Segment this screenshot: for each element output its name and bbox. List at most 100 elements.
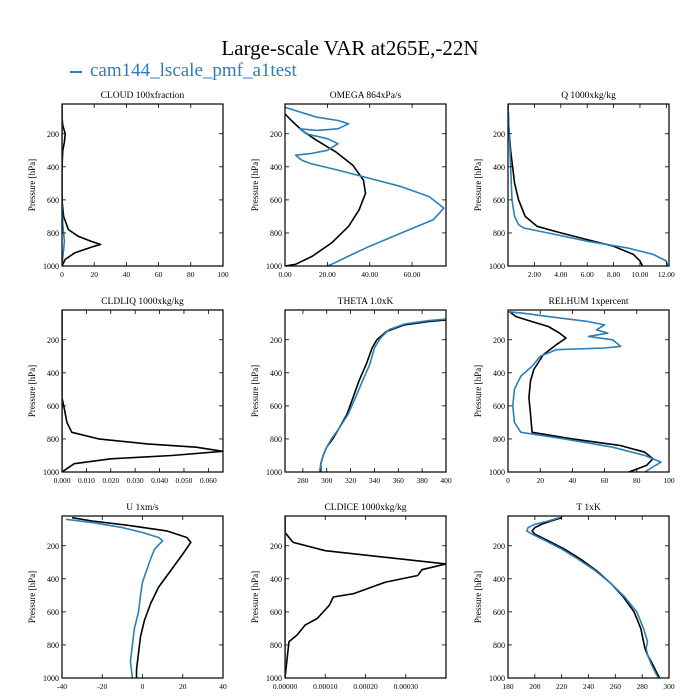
x-tick-label: 300 — [663, 682, 675, 691]
y-tick-label: 200 — [270, 130, 282, 139]
series-line-ref — [509, 311, 654, 472]
chart-panel: OMEGA 864xPa/s Pressure [hPa] 200 400 600 800… — [250, 91, 447, 279]
x-tick-label: 0.030 — [127, 476, 144, 485]
chart-panel: THETA 1.0xK Pressure [hPa] 200 400 600 800 100… — [250, 297, 452, 485]
panel-title: T 1xK — [576, 503, 601, 513]
x-tick-label: 20.00 — [319, 270, 336, 279]
y-tick-label: 200 — [270, 542, 282, 551]
x-tick-label: 280 — [297, 476, 309, 485]
y-tick-label: 1000 — [266, 674, 282, 683]
y-tick-label: 600 — [47, 608, 59, 617]
series-line-ref — [531, 516, 661, 678]
series-line-ref — [320, 319, 446, 472]
y-tick-label: 800 — [270, 435, 282, 444]
x-tick-label: 20 — [90, 270, 98, 279]
x-tick-label: 0 — [141, 682, 145, 691]
y-axis-label: Pressure [hPa] — [250, 159, 260, 211]
x-tick-label: 20 — [179, 682, 187, 691]
x-tick-label: 60.00 — [404, 270, 421, 279]
y-tick-label: 400 — [270, 575, 282, 584]
plot-frame — [507, 515, 670, 679]
x-tick-label: 4.00 — [554, 270, 567, 279]
y-axis-label: Pressure [hPa] — [27, 159, 37, 211]
x-tick-label: 400 — [440, 476, 452, 485]
y-tick-label: 800 — [270, 229, 282, 238]
y-axis-label: Pressure [hPa] — [473, 365, 483, 417]
x-tick-label: 0.00010 — [313, 682, 338, 691]
x-tick-label: 320 — [345, 476, 357, 485]
y-axis-label: Pressure [hPa] — [250, 571, 260, 623]
x-tick-label: 0.050 — [176, 476, 193, 485]
x-tick-label: 0.00 — [278, 270, 291, 279]
y-tick-label: 200 — [493, 130, 505, 139]
plot-frame — [61, 103, 224, 267]
series-line-test — [65, 518, 164, 678]
x-tick-label: 12.00 — [658, 270, 675, 279]
series-line-test — [285, 106, 445, 266]
x-tick-label: 6.00 — [581, 270, 594, 279]
figure-title: Large-scale VAR at265E,-22N — [221, 36, 479, 60]
y-tick-label: 200 — [493, 336, 505, 345]
y-axis-label: Pressure [hPa] — [27, 365, 37, 417]
legend-label: cam144_lscale_pmf_a1test — [90, 60, 297, 81]
series-line-ref — [62, 310, 223, 472]
y-tick-label: 400 — [47, 369, 59, 378]
x-tick-label: 0.010 — [78, 476, 95, 485]
x-tick-label: 8.00 — [607, 270, 620, 279]
x-tick-label: 60 — [155, 270, 163, 279]
x-tick-label: 280 — [637, 682, 649, 691]
series-line-ref — [62, 104, 102, 266]
y-axis-label: Pressure [hPa] — [250, 365, 260, 417]
y-tick-label: 1000 — [43, 262, 59, 271]
y-tick-label: 1000 — [489, 262, 505, 271]
chart-panel: Q 1000xkg/kg Pressure [hPa] 200 400 600 800 10… — [473, 91, 675, 279]
plot-frame — [284, 103, 447, 267]
y-tick-label: 400 — [47, 575, 59, 584]
y-tick-label: 800 — [493, 641, 505, 650]
plot-frame — [284, 309, 447, 473]
chart-panel: CLDICE 1000xkg/kg Pressure [hPa] 200 400 600… — [250, 503, 447, 691]
plot-frame — [507, 309, 670, 473]
y-tick-label: 1000 — [43, 468, 59, 477]
y-tick-label: 800 — [493, 435, 505, 444]
x-tick-label: 0.020 — [102, 476, 119, 485]
x-tick-label: 0.00000 — [273, 682, 298, 691]
y-tick-label: 600 — [47, 196, 59, 205]
y-tick-label: 800 — [493, 229, 505, 238]
x-tick-label: 380 — [417, 476, 429, 485]
y-tick-label: 600 — [270, 608, 282, 617]
y-tick-label: 400 — [270, 163, 282, 172]
chart-panel: CLDLIQ 1000xkg/kg Pressure [hPa] 200 400 600… — [27, 297, 224, 485]
legend: cam144_lscale_pmf_a1test — [70, 60, 297, 82]
x-tick-label: 60 — [601, 476, 609, 485]
x-tick-label: 220 — [556, 682, 568, 691]
x-tick-label: 10.00 — [632, 270, 649, 279]
x-tick-label: 2.00 — [528, 270, 541, 279]
x-tick-label: -40 — [57, 682, 67, 691]
x-tick-label: 40 — [219, 682, 227, 691]
panel-title: Q 1000xkg/kg — [561, 91, 616, 101]
series-line-ref — [285, 516, 446, 678]
x-tick-label: 0.000 — [54, 476, 71, 485]
x-tick-label: 340 — [369, 476, 381, 485]
y-tick-label: 1000 — [266, 262, 282, 271]
y-tick-label: 200 — [270, 336, 282, 345]
y-axis-label: Pressure [hPa] — [27, 571, 37, 623]
y-tick-label: 800 — [47, 641, 59, 650]
y-tick-label: 400 — [493, 369, 505, 378]
plot-frame — [61, 515, 224, 679]
x-tick-label: 80 — [187, 270, 195, 279]
x-tick-label: 100 — [663, 476, 675, 485]
y-tick-label: 600 — [270, 402, 282, 411]
x-tick-label: 360 — [393, 476, 405, 485]
y-tick-label: 400 — [270, 369, 282, 378]
x-tick-label: -20 — [97, 682, 107, 691]
y-tick-label: 800 — [47, 435, 59, 444]
x-tick-label: 0.00030 — [394, 682, 419, 691]
y-tick-label: 200 — [47, 336, 59, 345]
series-line-ref — [285, 113, 367, 266]
